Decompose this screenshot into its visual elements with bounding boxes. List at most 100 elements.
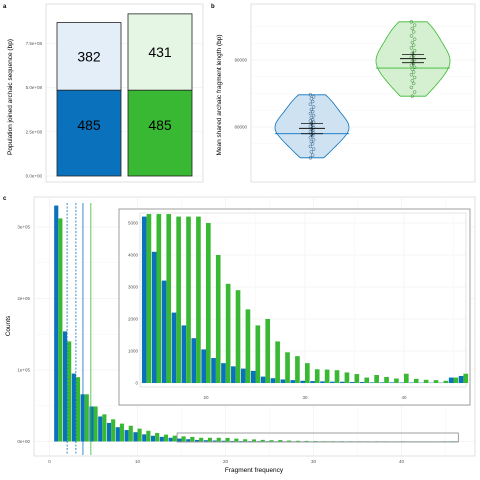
panel-c-inset-bar-blue — [161, 280, 167, 383]
panel-c-bar-blue — [177, 438, 182, 442]
panel-b-data-point — [309, 150, 314, 154]
panel-c-bar-green — [58, 218, 63, 442]
panel-b-y-axis-title: Mean shared archaic fragment length (bp) — [216, 34, 223, 155]
panel-b: 80000 90000 — [234, 3, 476, 183]
panel-c: 0 10 20 30 40 0e+00 1e+05 2e+05 3e+05 20 30 40 0 1000… — [17, 196, 476, 464]
panel-b-data-point — [412, 48, 417, 53]
panel-b-data-point — [308, 93, 313, 97]
panel-b-data-point — [412, 37, 417, 41]
panel-b-data-point — [411, 70, 416, 74]
panel-c-bar-green — [287, 440, 292, 442]
panel-c-inset-bar-green — [305, 363, 310, 383]
panel-c-inset-bar-blue — [310, 381, 315, 383]
panel-c-inset-bar-green — [215, 255, 221, 383]
panel-c-inset-bar-blue — [260, 376, 266, 383]
panel-c-x-tick-label: 20 — [223, 459, 229, 464]
panel-c-inset-bar-green — [265, 319, 271, 383]
panel-c-inset-bar-green — [413, 378, 419, 383]
panel-b-data-point — [411, 30, 416, 34]
panel-c-bar-green — [243, 439, 248, 442]
panel-c-inset-y-tick-label: 3000 — [128, 285, 139, 290]
panel-a-bar-upper-blue — [56, 22, 122, 91]
panel-b-data-point — [409, 34, 414, 38]
panel-c-x-tick-label: 40 — [399, 459, 405, 464]
panel-b-data-point — [409, 85, 414, 90]
panel-c-inset-bar-blue — [201, 349, 206, 383]
panel-b-y-tick-label: 80000 — [234, 125, 247, 130]
panel-c-inset-bar-green — [285, 352, 290, 383]
panel-c-bar-green — [111, 419, 116, 442]
panel-c-inset-bar-blue — [151, 251, 157, 383]
panel-b-data-point — [311, 95, 316, 99]
panel-c-inset-bar-green — [295, 356, 300, 383]
panel-c-bar-blue — [106, 422, 112, 442]
panel-c-bar-blue — [221, 440, 226, 442]
panel-c-bar-green — [295, 440, 301, 442]
panel-c-y-tick-label: 2e+05 — [17, 296, 30, 301]
panel-c-bar-green — [84, 394, 89, 442]
panel-c-inset-bar-blue — [171, 312, 177, 383]
panel-c-inset-bar-blue — [240, 368, 246, 383]
panel-c-bar-green — [163, 434, 169, 442]
panel-c-inset-bar-blue — [300, 380, 305, 383]
panel-c-inset-bar-green — [463, 373, 469, 383]
panel-c-bar-green — [146, 430, 151, 442]
panel-c-inset-bar-blue — [339, 381, 345, 383]
panel-c-inset-y-tick-label: 2000 — [128, 317, 139, 322]
panel-c-inset-bar-blue — [290, 380, 296, 383]
panel-c-inset-bar-blue — [280, 379, 286, 383]
panel-b-data-point — [311, 147, 316, 151]
panel-c-inset-x-tick-label: 40 — [401, 395, 407, 400]
panel-c-inset-bar-green — [206, 223, 211, 383]
panel-c-bar-green — [278, 440, 283, 442]
panel-label-b: b — [211, 4, 215, 10]
panel-b-frame — [250, 3, 476, 183]
panel-c-inset-bar-green — [235, 290, 241, 383]
panel-c-inset-bar-green — [404, 373, 409, 383]
panel-label-c: c — [3, 196, 7, 202]
panel-b-data-point — [409, 20, 414, 24]
panel-a-y-tick-label: 0.0e+00 — [26, 174, 43, 179]
panel-c-y-tick-label: 0e+00 — [17, 439, 30, 444]
panel-b-data-point — [310, 133, 315, 138]
panel-b-data-point — [411, 53, 416, 58]
panel-c-bar-blue — [212, 440, 217, 442]
panel-c-bar-green — [207, 437, 213, 442]
panel-b-data-point — [308, 156, 313, 160]
panel-c-bar-blue — [62, 331, 68, 442]
panel-b-data-point — [411, 61, 416, 66]
panel-c-bar-blue — [203, 440, 208, 442]
panel-c-bar-green — [216, 437, 221, 442]
panel-c-inset-bar-green — [344, 372, 350, 383]
panel-c-inset-bar-green — [453, 377, 459, 383]
panel-c-inset-bar-blue — [448, 377, 454, 383]
panel-c-bar-green — [172, 435, 177, 442]
panel-c-inset-bar-green — [384, 376, 389, 383]
panel-c-inset-bar-green — [166, 214, 172, 383]
panel-c-bar-blue — [142, 434, 147, 442]
panel-c-bar-green — [75, 377, 81, 442]
panel-c-bar-blue — [159, 436, 164, 442]
panel-a-bar-lower-blue — [56, 89, 122, 177]
panel-c-bar-green — [128, 425, 133, 442]
panel-c-inset-bar-green — [433, 380, 439, 383]
panel-c-x-axis-title: Fragment frequency — [225, 467, 284, 474]
panel-c-inset-bar-blue — [141, 216, 147, 383]
panel-b-data-point — [411, 43, 416, 48]
panel-b-data-point — [410, 26, 415, 31]
panel-c-inset-bar-green — [314, 369, 320, 383]
panel-b-data-point — [311, 113, 316, 118]
panel-c-bar-green — [190, 436, 195, 442]
panel-c-inset-bar-green — [196, 216, 201, 383]
panel-c-bar-blue — [133, 432, 138, 442]
panel-c-inset-bar-blue — [330, 381, 335, 383]
panel-b-data-point — [311, 105, 316, 109]
panel-c-inset-bar-green — [364, 377, 370, 383]
panel-c-inset-bar-green — [354, 374, 360, 383]
panel-b-data-point — [412, 23, 417, 27]
panel-c-bar-blue — [115, 427, 120, 442]
panel-b-y-tick-label: 90000 — [234, 58, 247, 63]
panel-c-bar-green — [93, 406, 98, 442]
panel-c-inset-y-tick-label: 0 — [135, 381, 138, 386]
panel-c-inset-bar-blue — [389, 382, 395, 383]
